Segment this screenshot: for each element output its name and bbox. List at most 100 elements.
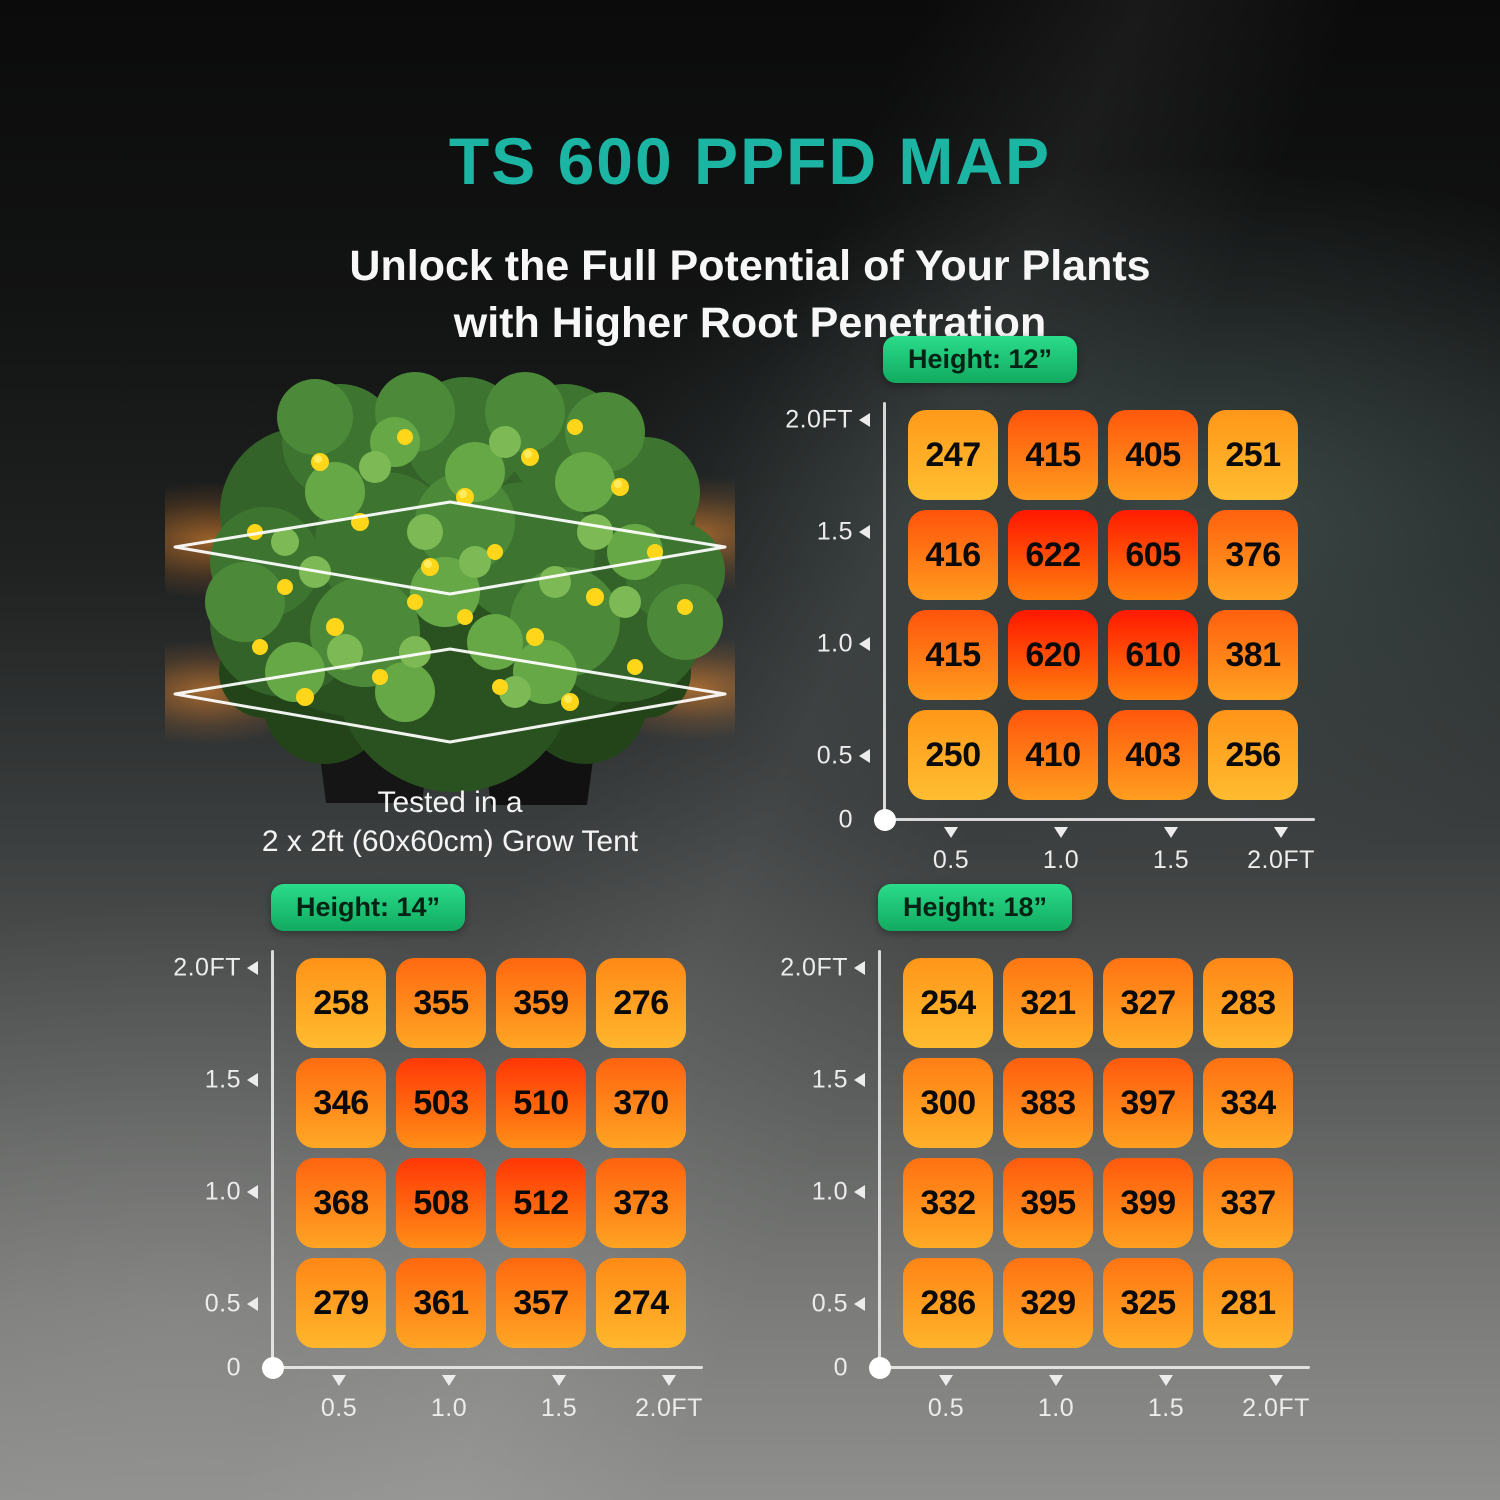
ppfd-cell: 361: [396, 1258, 486, 1348]
ppfd-cell: 368: [296, 1158, 386, 1248]
ppfd-chart-height-14: Height: 14” 2.0FT 1.5 1.0 0.5 0 0.5 1.0 1.5 2.0FT…: [173, 878, 728, 1443]
y-axis-label: 1.5: [204, 1065, 241, 1094]
y-axis-line: [883, 402, 886, 820]
x-tick-icon: [1159, 1375, 1173, 1386]
y-axis-label: 0.5: [816, 741, 853, 770]
ppfd-cell: 346: [296, 1058, 386, 1148]
ppfd-cell: 622: [1008, 510, 1098, 600]
ppfd-cell: 329: [1003, 1258, 1093, 1348]
y-tick-icon: [854, 1073, 865, 1087]
ppfd-cell: 276: [596, 958, 686, 1048]
x-axis-label: 2.0FT: [1247, 846, 1315, 874]
ppfd-cell: 399: [1103, 1158, 1193, 1248]
ppfd-cell: 503: [396, 1058, 486, 1148]
y-axis-label: 1.0: [204, 1177, 241, 1206]
ppfd-cell: 370: [596, 1058, 686, 1148]
x-tick-icon: [1049, 1375, 1063, 1386]
height-badge: Height: 12”: [883, 336, 1078, 383]
x-axis-label: 1.5: [1152, 846, 1190, 874]
plant-illustration: [165, 372, 735, 805]
ppfd-cell: 620: [1008, 610, 1098, 700]
ppfd-cell: 332: [903, 1158, 993, 1248]
y-tick-icon: [854, 1185, 865, 1199]
y-axis-origin-label: 0: [833, 1353, 848, 1382]
ppfd-cell: 337: [1203, 1158, 1293, 1248]
y-tick-icon: [854, 961, 865, 975]
ppfd-cell: 397: [1103, 1058, 1193, 1148]
x-tick-icon: [1269, 1375, 1283, 1386]
ppfd-cell: 250: [908, 710, 998, 800]
y-tick-icon: [247, 1185, 258, 1199]
ppfd-cell: 281: [1203, 1258, 1293, 1348]
ppfd-cell: 334: [1203, 1058, 1293, 1148]
plant-caption: Tested in a 2 x 2ft (60x60cm) Grow Tent: [100, 783, 800, 861]
ppfd-cell: 254: [903, 958, 993, 1048]
x-axis-label: 2.0FT: [1242, 1394, 1310, 1422]
y-tick-icon: [859, 525, 870, 539]
plant-caption-line-2: 2 x 2ft (60x60cm) Grow Tent: [261, 825, 639, 858]
y-tick-icon: [247, 1297, 258, 1311]
y-axis-line: [878, 950, 881, 1368]
ppfd-cell: 258: [296, 958, 386, 1048]
ppfd-cell: 605: [1108, 510, 1198, 600]
ppfd-cell: 300: [903, 1058, 993, 1148]
y-axis-label: 2.0FT: [785, 405, 853, 434]
origin-dot: [869, 1357, 891, 1379]
origin-dot: [262, 1357, 284, 1379]
x-axis-line: [885, 818, 1315, 821]
ppfd-cell: 251: [1208, 410, 1298, 500]
y-tick-icon: [854, 1297, 865, 1311]
ppfd-cell: 405: [1108, 410, 1198, 500]
x-tick-icon: [332, 1375, 346, 1386]
x-tick-icon: [552, 1375, 566, 1386]
ppfd-cell: 321: [1003, 958, 1093, 1048]
ppfd-cell: 283: [1203, 958, 1293, 1048]
x-axis-label: 2.0FT: [635, 1394, 703, 1422]
x-axis-line: [273, 1366, 703, 1369]
x-axis-label: 1.0: [1037, 1394, 1075, 1422]
y-tick-icon: [247, 1073, 258, 1087]
ppfd-cell: 512: [496, 1158, 586, 1248]
ppfd-chart-height-12: Height: 12” 2.0FT 1.5 1.0 0.5 0 0.5 1.0 1.5 2.0FT…: [785, 330, 1340, 895]
ppfd-chart-height-18: Height: 18” 2.0FT 1.5 1.0 0.5 0 0.5 1.0 1.5 2.0FT…: [780, 878, 1335, 1443]
x-tick-icon: [1164, 827, 1178, 838]
y-tick-icon: [859, 637, 870, 651]
y-axis-label: 2.0FT: [173, 953, 241, 982]
measurement-plane-bottom: [173, 647, 727, 744]
ppfd-cell: 247: [908, 410, 998, 500]
ppfd-cell: 383: [1003, 1058, 1093, 1148]
ppfd-cell: 416: [908, 510, 998, 600]
x-axis-label: 0.5: [320, 1394, 358, 1422]
y-axis-label: 0.5: [811, 1289, 848, 1318]
origin-dot: [874, 809, 896, 831]
ppfd-cell: 610: [1108, 610, 1198, 700]
y-axis-label: 0.5: [204, 1289, 241, 1318]
y-axis-label: 1.5: [811, 1065, 848, 1094]
y-tick-icon: [859, 749, 870, 763]
page-title: TS 600 PPFD MAP: [448, 124, 1052, 198]
x-tick-icon: [944, 827, 958, 838]
ppfd-cell: 359: [496, 958, 586, 1048]
x-tick-icon: [1274, 827, 1288, 838]
ppfd-cell: 415: [908, 610, 998, 700]
x-tick-icon: [939, 1375, 953, 1386]
ppfd-grid: 254 321 327 283 300 383 397 334 332 395 399 337 286 3…: [903, 958, 1293, 1348]
y-axis-label: 1.0: [811, 1177, 848, 1206]
x-axis-label: 1.0: [430, 1394, 468, 1422]
ppfd-cell: 355: [396, 958, 486, 1048]
ppfd-cell: 256: [1208, 710, 1298, 800]
subtitle-line-1: Unlock the Full Potential of Your Plants: [349, 242, 1151, 290]
ppfd-cell: 403: [1108, 710, 1198, 800]
ppfd-grid: 258 355 359 276 346 503 510 370 368 508 512 373 279 3…: [296, 958, 686, 1348]
x-axis-label: 1.0: [1042, 846, 1080, 874]
x-tick-icon: [442, 1375, 456, 1386]
ppfd-cell: 279: [296, 1258, 386, 1348]
y-tick-icon: [247, 961, 258, 975]
ppfd-cell: 415: [1008, 410, 1098, 500]
ppfd-cell: 325: [1103, 1258, 1193, 1348]
y-axis-origin-label: 0: [838, 805, 853, 834]
subtitle: Unlock the Full Potential of Your Plants…: [0, 238, 1500, 352]
x-axis-label: 1.5: [540, 1394, 578, 1422]
ppfd-cell: 274: [596, 1258, 686, 1348]
